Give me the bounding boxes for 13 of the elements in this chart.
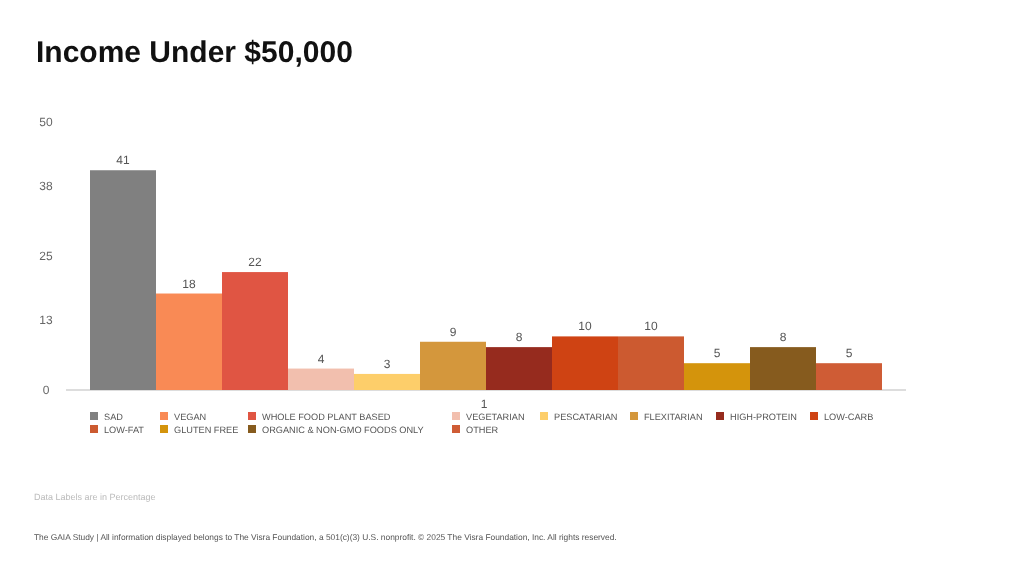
bar [354, 373, 420, 390]
bar [420, 341, 486, 390]
chart-title: Income Under $50,000 [36, 36, 353, 70]
bar [684, 363, 750, 390]
bar [618, 336, 684, 390]
bar [750, 347, 816, 390]
bar [288, 368, 354, 390]
bar [552, 336, 618, 390]
bar [816, 363, 882, 390]
bar [222, 272, 288, 390]
bar [486, 347, 552, 390]
bar [90, 170, 156, 390]
bar [156, 293, 222, 390]
